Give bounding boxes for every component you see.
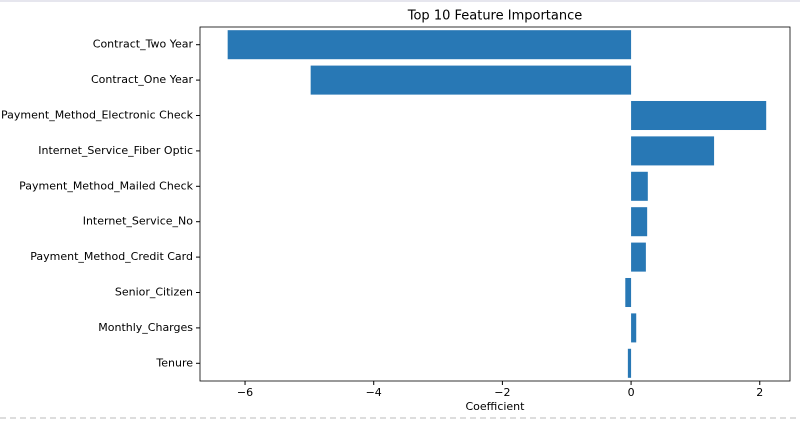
bar bbox=[227, 30, 632, 60]
x-tick-label: −6 bbox=[237, 386, 253, 399]
bar bbox=[631, 242, 646, 272]
y-tick-label: Senior_Citizen bbox=[115, 286, 193, 299]
x-axis-label: Coefficient bbox=[466, 400, 526, 413]
x-tick-label: 0 bbox=[628, 386, 635, 399]
bar bbox=[631, 207, 648, 237]
x-tick-label: 2 bbox=[756, 386, 763, 399]
y-tick-label: Contract_Two Year bbox=[93, 38, 194, 51]
bar bbox=[631, 171, 648, 201]
y-tick-label: Tenure bbox=[155, 356, 193, 369]
y-tick-label: Internet_Service_No bbox=[83, 215, 194, 228]
bar bbox=[631, 136, 715, 166]
bar bbox=[627, 348, 632, 378]
chart-title: Top 10 Feature Importance bbox=[407, 9, 583, 24]
bar bbox=[631, 100, 767, 131]
plot-frame bbox=[199, 26, 791, 382]
y-tick-label: Internet_Service_Fiber Optic bbox=[38, 144, 193, 157]
y-tick-label: Payment_Method_Electronic Check bbox=[1, 109, 194, 122]
y-tick-label: Payment_Method_Credit Card bbox=[30, 250, 193, 263]
y-tick-label: Payment_Method_Mailed Check bbox=[19, 179, 193, 192]
y-tick-label: Monthly_Charges bbox=[98, 321, 193, 334]
x-tick-label: −2 bbox=[494, 386, 510, 399]
y-tick-label: Contract_One Year bbox=[91, 73, 193, 86]
bar bbox=[625, 277, 632, 308]
x-tick-label: −4 bbox=[366, 386, 382, 399]
bar bbox=[310, 65, 632, 95]
bar bbox=[631, 313, 637, 343]
